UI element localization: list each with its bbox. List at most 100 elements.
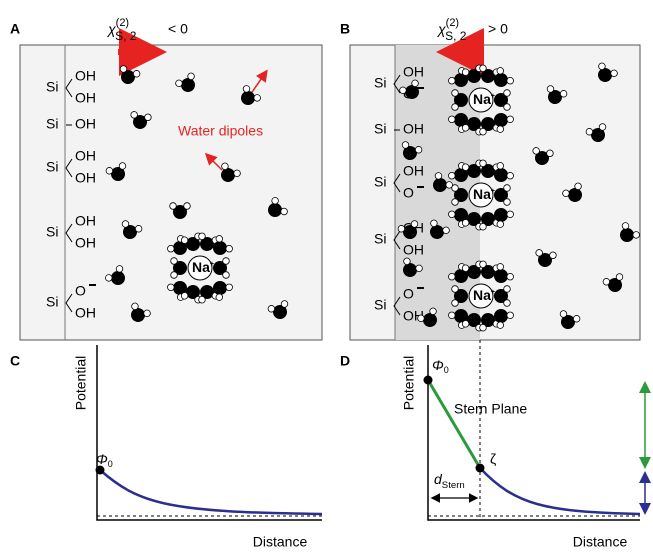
hydrogen <box>105 274 113 282</box>
oxygen <box>173 241 187 255</box>
symbol: Na <box>192 259 210 275</box>
oxygen <box>454 289 468 303</box>
hydrogen <box>401 141 410 149</box>
hydrogen <box>429 307 437 316</box>
ion <box>468 87 494 113</box>
water <box>451 184 468 206</box>
annotation: Water dipoles <box>178 123 263 139</box>
hydrogen <box>225 245 233 253</box>
hydrogen <box>549 251 557 260</box>
hydrogen <box>215 235 223 243</box>
hydrogen <box>451 89 459 97</box>
hydrogen <box>559 90 568 98</box>
hydrogen <box>222 271 230 279</box>
water <box>494 208 514 228</box>
water <box>433 172 453 192</box>
hydrogen <box>632 231 640 239</box>
subscript: 0 <box>444 365 449 375</box>
oxygen <box>494 73 508 87</box>
superscript: (2) <box>446 17 459 29</box>
hydrogen <box>506 311 514 319</box>
potential-curve <box>99 469 323 516</box>
water <box>130 111 152 129</box>
oxygen <box>131 308 145 322</box>
hydrogen <box>506 115 514 123</box>
water <box>461 159 483 178</box>
hydrogen <box>448 77 456 85</box>
label: OH <box>75 213 96 229</box>
hydrogen <box>430 219 438 228</box>
ion-label: Na+ <box>192 259 214 275</box>
hydrogen <box>598 123 607 131</box>
symbol: Na <box>473 186 491 202</box>
water <box>494 309 514 329</box>
hydrogen <box>532 147 540 155</box>
plane-label: Stern Plane <box>454 401 527 417</box>
axes <box>427 345 640 521</box>
water <box>535 249 557 267</box>
oxygen <box>241 91 255 105</box>
oxygen <box>454 93 468 107</box>
oxygen <box>481 265 495 279</box>
hydrogen <box>506 172 514 180</box>
hydrogen <box>399 86 407 95</box>
subscript: Stern <box>442 480 465 491</box>
water <box>417 307 437 327</box>
oxygen <box>200 285 214 299</box>
chi-label: χ(2) S, 2 <box>436 17 467 43</box>
label: Si <box>46 79 58 95</box>
water <box>105 162 127 181</box>
water <box>494 184 511 206</box>
oxygen <box>213 241 227 255</box>
oxygen <box>403 146 417 160</box>
water <box>221 162 241 182</box>
water <box>198 285 220 304</box>
hydrogen <box>222 257 230 265</box>
ion <box>468 182 494 208</box>
zeta-label: ζ <box>490 451 496 467</box>
label: Si <box>46 159 58 175</box>
hydrogen <box>585 128 594 136</box>
oxygen <box>200 237 214 251</box>
hydrogen <box>479 159 487 167</box>
water <box>494 67 514 87</box>
hydrogen <box>415 264 423 273</box>
label: OH <box>75 170 96 186</box>
oxygen <box>186 237 200 251</box>
hydrogen <box>134 225 143 233</box>
water <box>598 62 618 82</box>
bond <box>393 230 401 250</box>
hydrogen <box>267 305 276 313</box>
hydrogen <box>180 236 189 244</box>
bond <box>65 78 73 98</box>
water <box>397 220 419 239</box>
water <box>448 162 468 182</box>
hydrogen <box>253 94 261 102</box>
oxygen <box>467 212 481 226</box>
hydrogen <box>131 302 139 311</box>
subscript: 0 <box>108 459 113 469</box>
panel-label: B <box>340 21 350 37</box>
water <box>131 302 151 322</box>
oxygen <box>494 93 508 107</box>
oxygen <box>454 309 468 323</box>
oxygen <box>213 261 227 275</box>
oxygen <box>494 208 508 222</box>
potential-curve <box>479 467 641 516</box>
hydrogen <box>602 278 611 286</box>
hydrogen <box>461 163 470 171</box>
hydrogen <box>397 225 406 233</box>
oxygen <box>430 225 444 239</box>
point <box>95 465 105 475</box>
hydrogen <box>175 79 183 88</box>
hydrogen <box>417 314 425 323</box>
water <box>268 197 288 217</box>
oxygen <box>213 281 227 295</box>
oxygen <box>481 164 495 178</box>
water <box>620 222 640 242</box>
dipole-arrow <box>249 69 268 96</box>
label: Si <box>374 297 386 313</box>
hydrogen <box>442 226 450 235</box>
label: OH <box>75 235 96 251</box>
oxygen <box>403 263 417 277</box>
